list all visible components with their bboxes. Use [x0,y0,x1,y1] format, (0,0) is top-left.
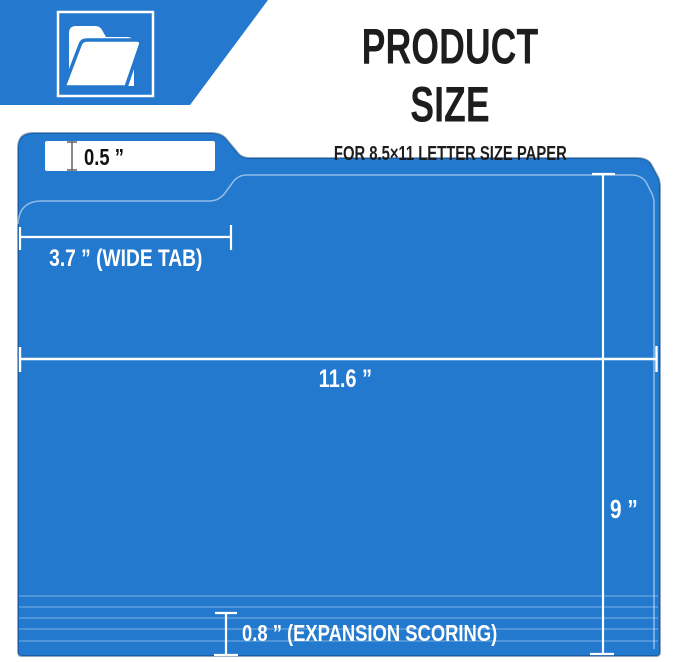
folder-width-measure [18,346,658,372]
folder-silhouette [17,132,661,657]
expansion-scoring-lines [19,595,658,642]
tab-height-label: 0.5 ” [84,144,124,170]
header: PRODUCT SIZE FOR 8.5×11 LETTER SIZE PAPE… [285,17,615,166]
page-subtitle: FOR 8.5×11 LETTER SIZE PAPER [333,143,567,165]
folder-height-measure [590,172,615,656]
folder-width-label: 11.6 ” [318,365,372,393]
tab-label [45,141,215,171]
page-title: PRODUCT SIZE [361,17,539,133]
tab-width-label: 3.7 ” (WIDE TAB) [49,245,203,272]
expansion-measure [214,611,238,657]
front-panel-seam-line [17,174,655,649]
tab-width-measure [18,225,233,250]
expansion-scoring-label: 0.8 ” (EXPANSION SCORING) [242,620,498,646]
open-folder-icon [56,10,155,98]
tab-height-measure [67,141,77,171]
folder-height-label: 9 ” [610,494,638,524]
